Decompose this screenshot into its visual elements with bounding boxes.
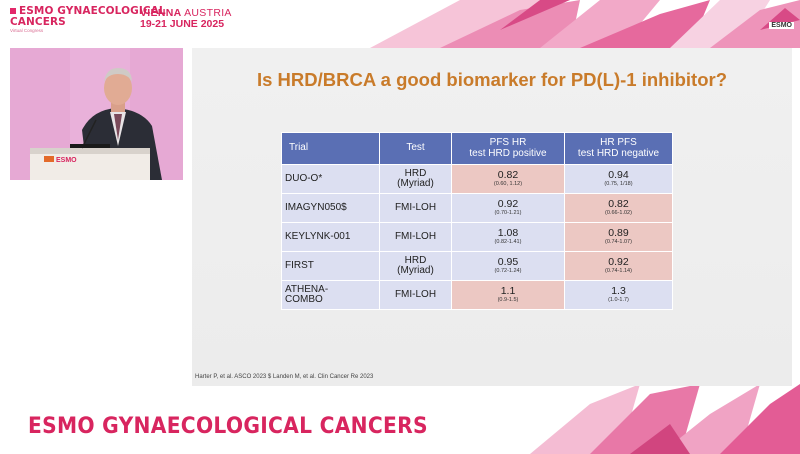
hazard-ratio: 0.89: [608, 227, 629, 240]
event-subtitle: Virtual Congress: [10, 28, 44, 33]
corner-logo: ESMO: [769, 22, 794, 29]
header-pfs-hrd-negative: HR PFS test HRD negative: [564, 132, 673, 165]
confidence-interval: (0.75, 1/18): [604, 181, 633, 188]
pfs-hrd-positive-cell: 0.92 (0.70-1.21): [451, 193, 565, 223]
header-hr-line1: HR PFS: [600, 137, 637, 148]
test-cell: FMI-LOH: [379, 280, 452, 310]
header-hr-line2: test HRD negative: [577, 147, 660, 159]
trial-name-cell: FIRST: [281, 251, 380, 281]
table-header-row: Trial Test PFS HR test HRD positive HR P…: [281, 132, 673, 165]
pfs-hrd-positive-cell: 0.82 (0.60, 1.12): [451, 164, 565, 194]
pfs-hrd-positive-cell: 0.95 (0.72-1.24): [451, 251, 565, 281]
hazard-ratio: 1.08: [497, 227, 519, 240]
table-row: KEYLYNK-001 FMI-LOH 1.08 (0.82-1.41) 0.89 (0.…: [281, 222, 673, 252]
confidence-interval: (0.70-1.21): [494, 210, 522, 217]
confidence-interval: (0.82-1.41): [494, 239, 522, 246]
pfs-hrd-negative-cell: 0.89 (0.74-1.07): [564, 222, 673, 252]
event-name-line2: CANCERS: [10, 15, 66, 28]
table-row: DUO-O* HRD (Myriad) 0.82 (0.60, 1.12) 0.94 (0.…: [281, 164, 673, 194]
hazard-ratio: 0.82: [497, 169, 519, 182]
event-logo: ESMO GYNAECOLOGICAL CANCERS Virtual Cong…: [10, 6, 166, 34]
test-cell: FMI-LOH: [379, 193, 452, 223]
header-pfs-line1: PFS HR: [489, 137, 527, 148]
speaker-video[interactable]: ESMO: [10, 48, 183, 180]
event-name-line1: ESMO GYNAECOLOGICAL: [19, 5, 166, 17]
venue-info: VIENNA AUSTRIA 19-21 JUNE 2025: [140, 7, 232, 31]
trial-name-cell: KEYLYNK-001: [281, 222, 380, 252]
confidence-interval: (0.60, 1.12): [493, 181, 523, 188]
header-test: Test: [379, 132, 452, 165]
slide-title: Is HRD/BRCA a good biomarker for PD(L)-1…: [256, 69, 728, 90]
hazard-ratio: 1.1: [500, 285, 516, 298]
confidence-interval: (1.0-1.7): [608, 297, 629, 304]
pfs-hrd-negative-cell: 0.94 (0.75, 1/18): [564, 164, 673, 194]
pfs-hrd-negative-cell: 0.82 (0.66-1.02): [564, 193, 673, 223]
trial-name-cell: ATHENA- COMBO: [281, 280, 380, 310]
test-cell: FMI-LOH: [379, 222, 452, 252]
hazard-ratio: 0.95: [497, 256, 519, 269]
trials-table: Trial Test PFS HR test HRD positive HR P…: [281, 132, 673, 310]
header-pfs-hrd-positive: PFS HR test HRD positive: [451, 132, 565, 165]
venue-country: AUSTRIA: [184, 7, 232, 19]
hazard-ratio: 0.82: [608, 198, 629, 211]
footer-pink-decoration: [530, 384, 800, 454]
slide-footnote: Harter P, et al. ASCO 2023 $ Landen M, e…: [195, 374, 374, 380]
confidence-interval: (0.72-1.24): [494, 268, 522, 275]
confidence-interval: (0.66-1.02): [605, 210, 632, 217]
pfs-hrd-positive-cell: 1.1 (0.9-1.5): [451, 280, 565, 310]
trial-name-cell: IMAGYN050$: [281, 193, 380, 223]
hazard-ratio: 0.94: [608, 169, 629, 182]
header-pink-decoration: [240, 0, 800, 48]
hazard-ratio: 0.92: [608, 256, 629, 269]
confidence-interval: (0.9-1.5): [497, 297, 519, 304]
table-row: ATHENA- COMBO FMI-LOH 1.1 (0.9-1.5) 1.3 (1.0-1…: [281, 280, 673, 310]
venue-dates: 19-21 JUNE 2025: [140, 18, 225, 31]
confidence-interval: (0.74-1.07): [605, 239, 632, 246]
table-row: IMAGYN050$ FMI-LOH 0.92 (0.70-1.21) 0.82 (0.6…: [281, 193, 673, 223]
header-trial: Trial: [281, 132, 380, 165]
test-cell: HRD (Myriad): [379, 164, 452, 194]
pfs-hrd-positive-cell: 1.08 (0.82-1.41): [451, 222, 565, 252]
venue-city: VIENNA: [140, 7, 182, 19]
pfs-hrd-negative-cell: 0.92 (0.74-1.14): [564, 251, 673, 281]
logo-square-icon: [10, 8, 16, 14]
hazard-ratio: 0.92: [497, 198, 519, 211]
presentation-slide: Is HRD/BRCA a good biomarker for PD(L)-1…: [192, 48, 792, 386]
podium-logo: ESMO: [56, 157, 77, 164]
hazard-ratio: 1.3: [611, 285, 626, 298]
confidence-interval: (0.74-1.14): [605, 268, 632, 275]
pfs-hrd-negative-cell: 1.3 (1.0-1.7): [564, 280, 673, 310]
test-cell: HRD (Myriad): [379, 251, 452, 281]
footer-brand: ESMO GYNAECOLOGICAL CANCERS: [28, 414, 428, 439]
table-row: FIRST HRD (Myriad) 0.95 (0.72-1.24) 0.92 (0.74…: [281, 251, 673, 281]
header-pfs-line2: test HRD positive: [469, 147, 547, 159]
trial-name-cell: DUO-O*: [281, 164, 380, 194]
